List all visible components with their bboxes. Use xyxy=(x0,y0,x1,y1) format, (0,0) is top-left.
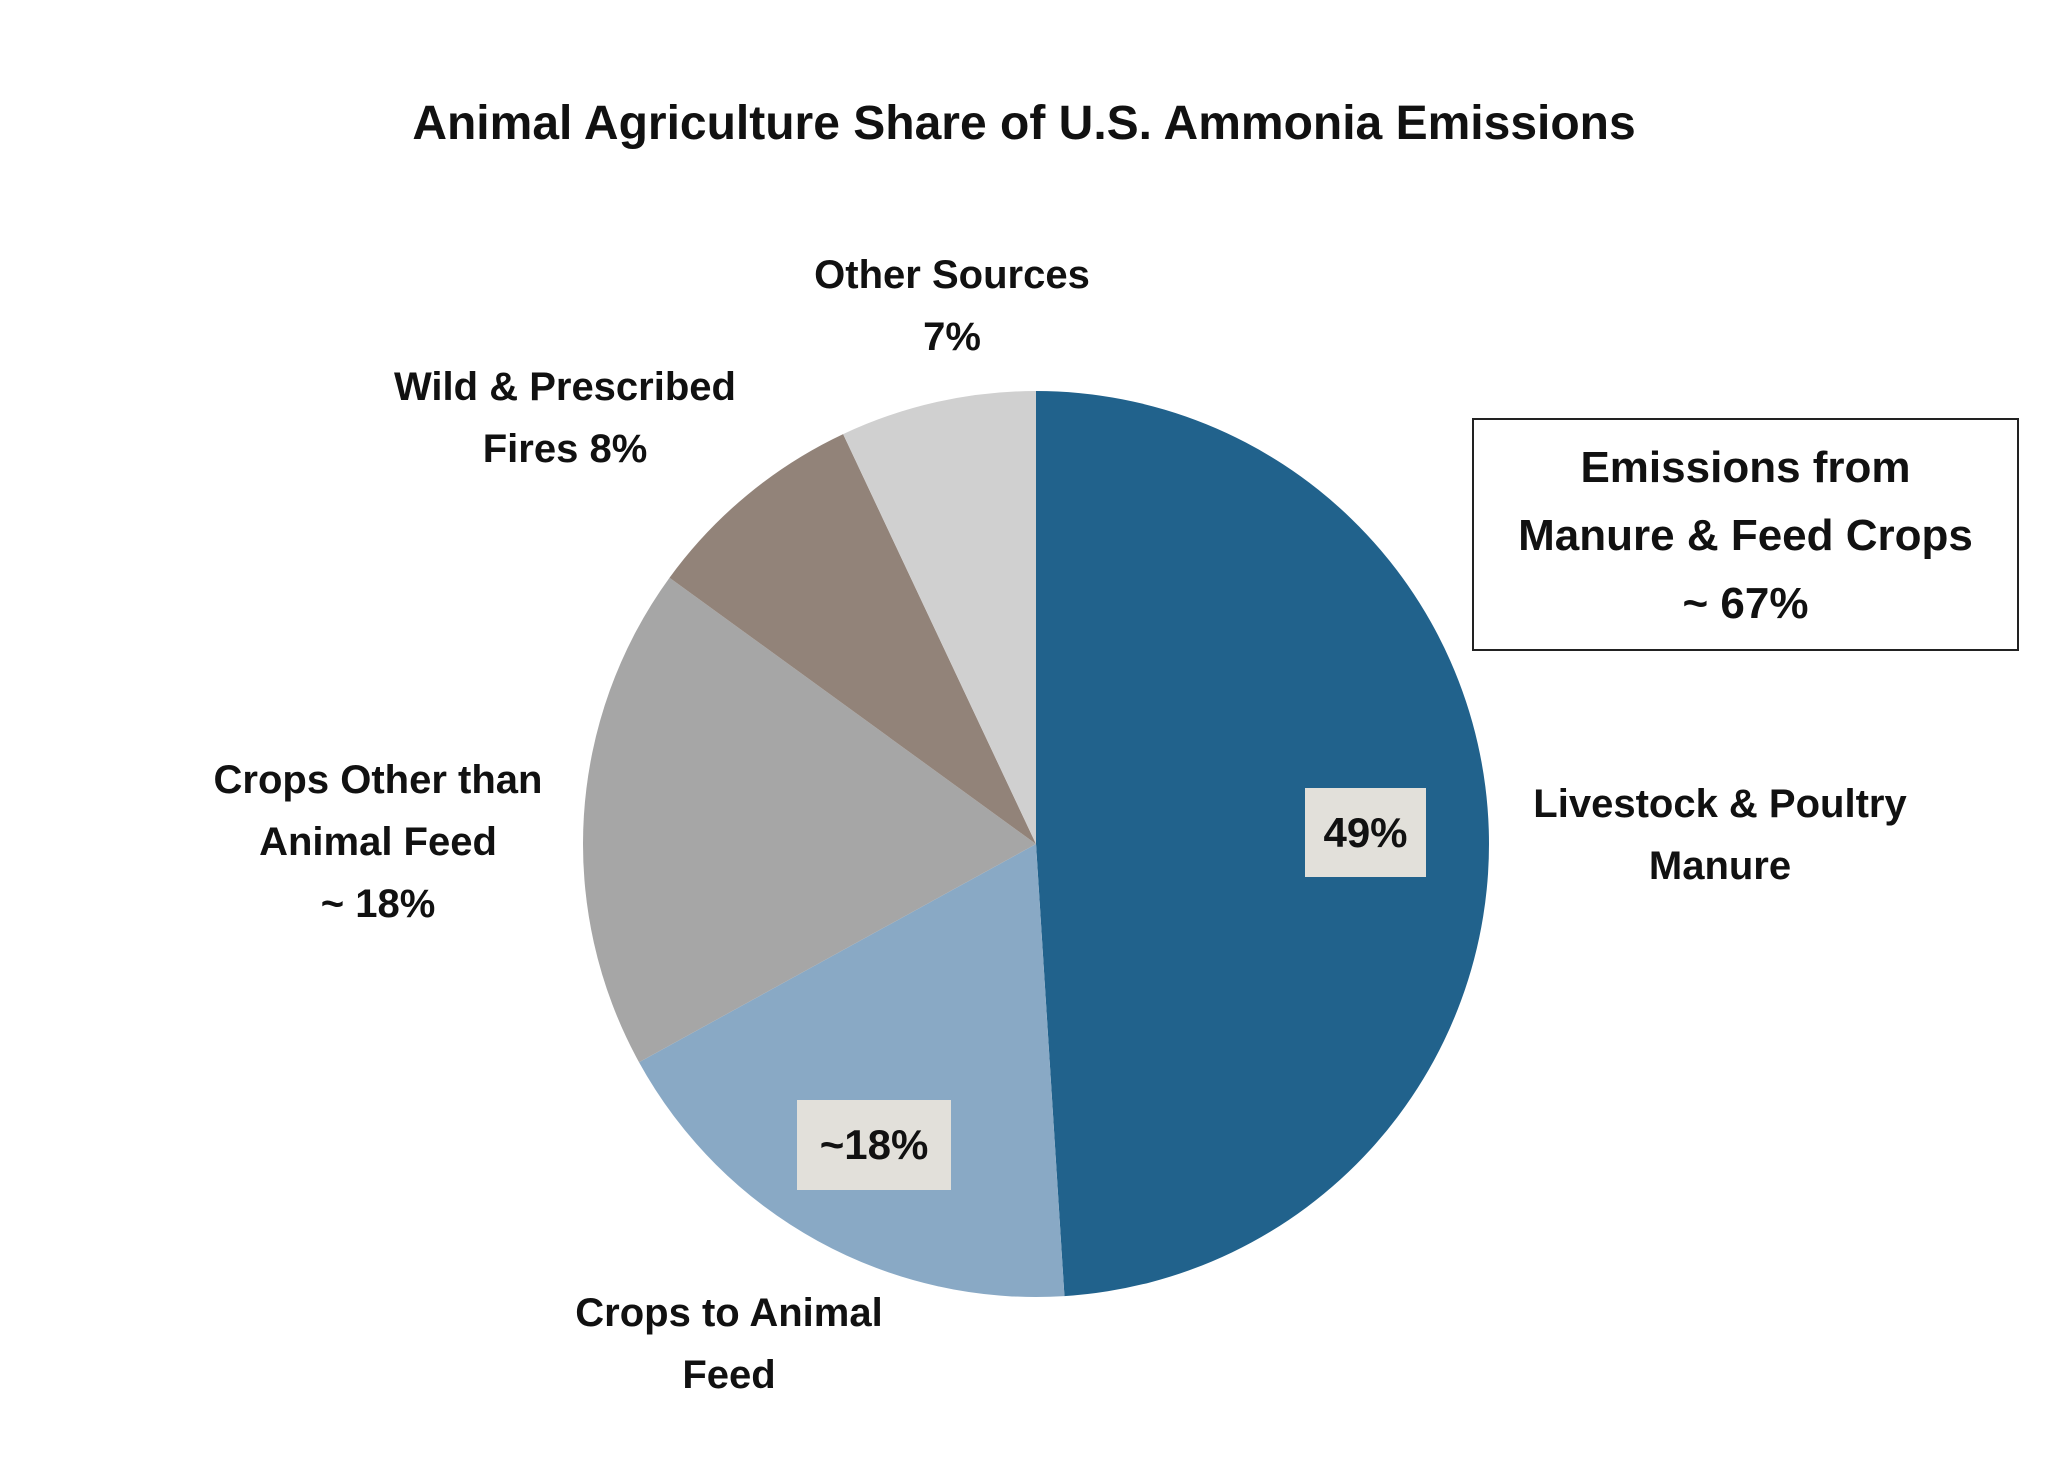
category-name: Wild & Prescribed Fires xyxy=(394,365,736,471)
category-name: Crops to Animal Feed xyxy=(575,1291,883,1397)
annotation-line: ~ 67% xyxy=(1682,579,1809,628)
pie-slice xyxy=(639,844,1065,1297)
value-label: 7% xyxy=(923,315,981,359)
category-label: Wild & Prescribed Fires 8% xyxy=(355,356,775,480)
category-name: Livestock & Poultry Manure xyxy=(1533,782,1907,888)
category-label: Other Sources 7% xyxy=(742,244,1162,368)
value-label: 8% xyxy=(589,427,648,471)
category-label: Crops Other than Animal Feed ~ 18% xyxy=(178,749,578,935)
category-label: Crops to Animal Feed xyxy=(569,1282,889,1406)
chart-title: Animal Agriculture Share of U.S. Ammonia… xyxy=(412,97,1636,150)
annotation-line: Manure & Feed Crops xyxy=(1518,511,1973,560)
value-label: ~18% xyxy=(797,1100,951,1190)
pie-slice xyxy=(1036,391,1489,1297)
category-name: Other Sources xyxy=(814,253,1090,297)
pie-slice xyxy=(669,434,1036,844)
value-label: 49% xyxy=(1305,788,1426,877)
pie-slice xyxy=(843,391,1036,844)
annotation-line: Emissions from xyxy=(1580,443,1911,492)
category-name: Crops Other than Animal Feed xyxy=(213,758,543,864)
annotation-box: Emissions from Manure & Feed Crops ~ 67% xyxy=(1472,418,2019,651)
category-label: Livestock & Poultry Manure xyxy=(1490,773,1950,897)
value-label: ~ 18% xyxy=(320,882,436,926)
pie-slice xyxy=(583,577,1036,1063)
